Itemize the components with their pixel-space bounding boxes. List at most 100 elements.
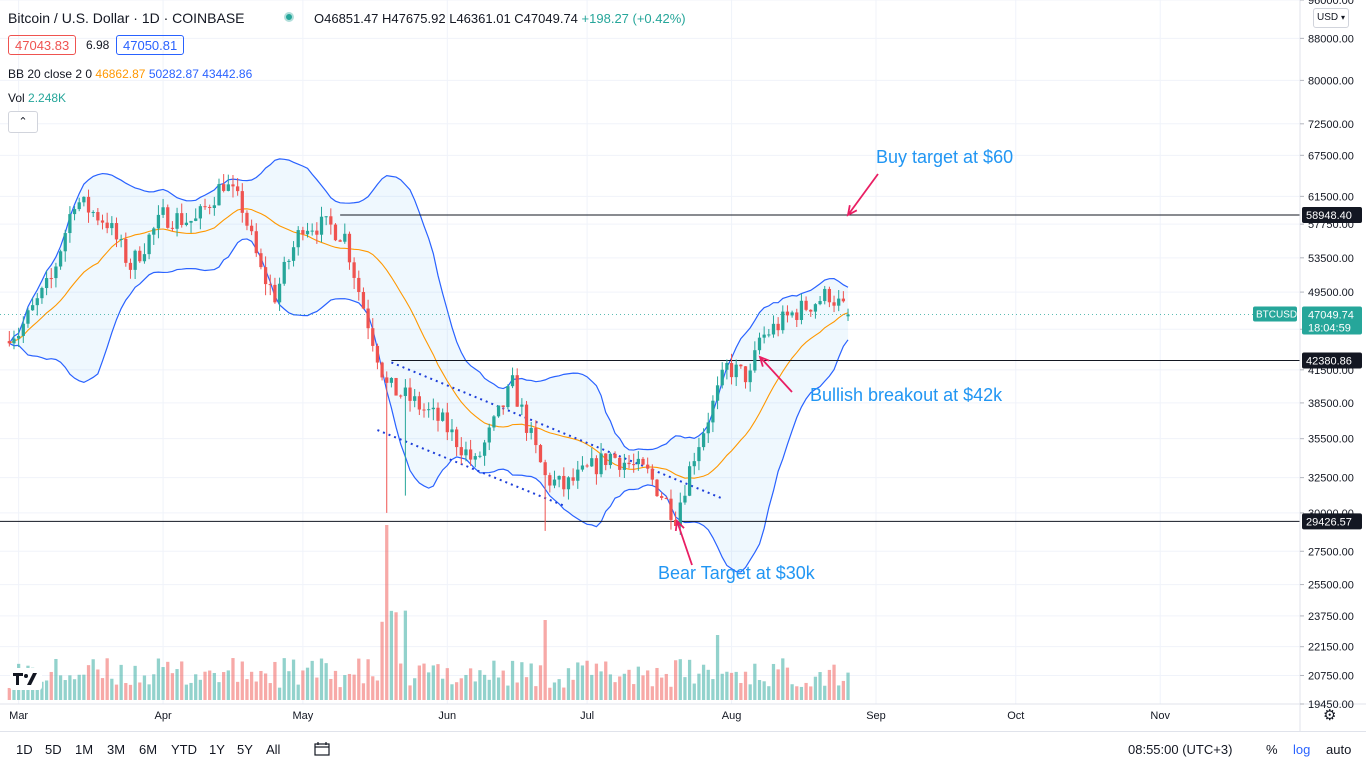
volume-bar [594,663,599,700]
volume-bar [100,678,105,700]
chevron-up-icon: ⌃ [18,116,28,128]
ohlc-high: H47675.92 [381,11,446,26]
range-button-1d[interactable]: 1D [16,742,33,757]
timezone-clock[interactable]: 08:55:00 (UTC+3) [1128,742,1233,757]
volume-bar [282,658,286,700]
range-button-all[interactable]: All [266,742,281,757]
candle-body [627,462,631,465]
volume-bar [138,682,142,700]
price-tick-label: 96000.00 [1308,0,1354,7]
candle [100,214,105,230]
candle [198,204,202,230]
candle-body [445,412,449,433]
candle [114,217,119,248]
auto-scale-toggle[interactable]: auto [1326,742,1352,757]
candle [277,277,282,311]
volume-bar [795,686,799,700]
candle-body [590,458,594,467]
candle [357,270,361,301]
volume-bar [249,671,254,700]
candle [175,207,179,237]
candle [40,286,44,304]
volume-bar [175,669,179,700]
candle [152,226,156,245]
volume-bar [133,665,137,700]
candle [301,226,305,241]
candle [63,229,67,262]
candle-body [91,212,95,214]
range-button-ytd[interactable]: YTD [171,742,197,757]
candle [529,421,533,440]
candle [268,274,272,296]
percent-scale-toggle[interactable]: % [1266,742,1278,757]
candle-body [152,228,156,235]
candle-body [319,216,324,235]
candle [35,293,39,316]
range-button-1y[interactable]: 1Y [209,742,225,757]
volume-bar [627,669,631,700]
candle [128,258,133,279]
volume-bar [189,682,193,700]
tradingview-logo[interactable] [10,668,42,690]
candle [413,388,417,408]
symbol-title[interactable]: Bitcoin / U.S. Dollar · 1D · COINBASE [8,10,245,26]
candle-body [538,445,543,463]
calendar-goto-icon[interactable] [314,741,332,757]
volume-bar [785,667,790,700]
candle [375,343,380,370]
collapse-legend-button[interactable]: ⌃ [8,111,38,133]
candle [296,226,300,256]
candle-body [753,350,757,371]
level-price-tag [1302,513,1362,530]
price-tick-label: 20750.00 [1308,670,1354,682]
volume-bar [305,667,310,700]
volume-bar [180,661,184,700]
volume-bar [385,525,389,700]
currency-selector[interactable]: USD ▾ [1313,8,1349,28]
range-button-6m[interactable]: 6M [139,742,158,757]
candle [580,456,585,472]
candle-body [212,205,216,209]
vol-legend[interactable]: Vol 2.248K [8,91,66,105]
range-button-5y[interactable]: 5Y [237,742,253,757]
candle [799,293,804,325]
candle-body [455,429,459,448]
settings-gear-icon[interactable]: ⚙ [1323,707,1337,724]
bb-upper-value: 50282.87 [148,67,199,81]
candle [552,470,557,489]
candle [450,419,454,441]
candle [832,295,836,313]
volume-bar [49,671,53,700]
candle-body [743,366,748,383]
buy-price-button[interactable]: 47050.81 [116,35,185,55]
range-button-1m[interactable]: 1M [75,742,94,757]
candle [487,423,491,451]
candle [217,178,221,206]
volume-bar [734,671,738,700]
time-tick-label: Jun [438,710,456,722]
volume-bar [259,670,263,700]
candle-body [240,191,244,213]
bb-legend[interactable]: BB 20 close 2 0 46862.87 50282.87 43442.… [8,67,252,81]
ohlc-low: L46361.01 [449,11,511,26]
sell-price-button[interactable]: 47043.83 [8,35,77,55]
range-button-3m[interactable]: 3M [107,742,126,757]
log-scale-toggle[interactable]: log [1293,742,1311,757]
candle [399,394,403,399]
candle-body [147,234,151,255]
volume-bar [347,673,352,700]
volume-bar [231,658,235,700]
volume-bar [166,661,170,700]
candle [133,249,137,280]
candle [184,212,189,227]
volume-bar [156,658,161,700]
candle-body [720,369,724,386]
volume-bar [82,674,86,700]
range-button-5d[interactable]: 5D [45,742,62,757]
candle [26,307,30,328]
volume-bar [375,680,380,700]
candle-body [282,261,286,284]
candle [245,210,249,231]
candle-body [529,427,533,433]
